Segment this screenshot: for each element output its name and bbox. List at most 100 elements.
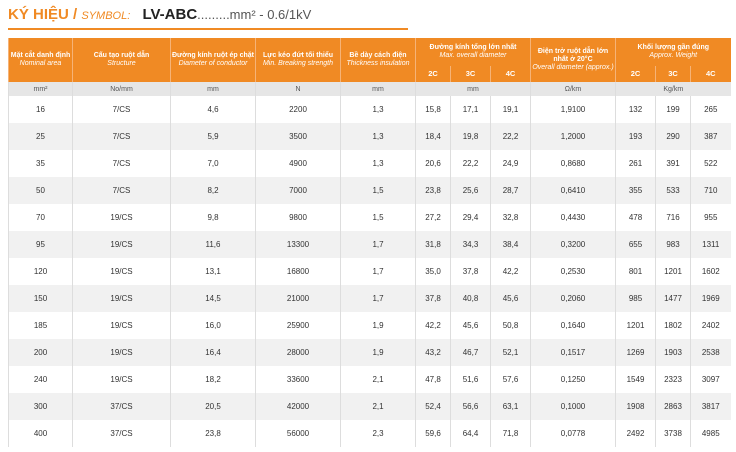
cell: 16,0 bbox=[170, 312, 256, 339]
cell: 8,2 bbox=[170, 177, 256, 204]
cell: 37,8 bbox=[415, 285, 451, 312]
cell: 37/CS bbox=[72, 393, 171, 420]
cell: 19/CS bbox=[72, 258, 171, 285]
data-row: 200 19/CS 16,4 28000 1,9 43,2 46,7 52,1 0,1517 12… bbox=[8, 339, 731, 366]
cell: 1,2000 bbox=[530, 123, 616, 150]
cell: 7000 bbox=[255, 177, 341, 204]
cell: 716 bbox=[655, 204, 691, 231]
cell: 983 bbox=[655, 231, 691, 258]
cell: 95 bbox=[8, 231, 73, 258]
cell: 9,8 bbox=[170, 204, 256, 231]
unit-cell: mm bbox=[170, 82, 256, 96]
unit-cell: Ω/km bbox=[530, 82, 616, 96]
cell: 37,8 bbox=[450, 258, 491, 285]
cell: 4985 bbox=[689, 420, 731, 447]
header-vi: Mặt cắt danh định bbox=[10, 52, 71, 59]
cell: 2538 bbox=[689, 339, 731, 366]
cell: 19,1 bbox=[490, 96, 531, 123]
cell: 57,6 bbox=[490, 366, 531, 393]
cell: 1477 bbox=[655, 285, 691, 312]
cell: 18,2 bbox=[170, 366, 256, 393]
cell: 120 bbox=[8, 258, 73, 285]
cell: 1549 bbox=[615, 366, 656, 393]
cell: 200 bbox=[8, 339, 73, 366]
cell: 265 bbox=[689, 96, 731, 123]
cell: 150 bbox=[8, 285, 73, 312]
cell: 16,4 bbox=[170, 339, 256, 366]
cell: 7/CS bbox=[72, 150, 171, 177]
cell: 0,6410 bbox=[530, 177, 616, 204]
title-symbol: SYMBOL: bbox=[81, 10, 131, 22]
header-cell: Đường kính tổng lớn nhất Max. overall dia… bbox=[415, 38, 531, 66]
cell: 185 bbox=[8, 312, 73, 339]
cell: 1969 bbox=[689, 285, 731, 312]
cell: 15,8 bbox=[415, 96, 451, 123]
cell: 3738 bbox=[655, 420, 691, 447]
cell: 42000 bbox=[255, 393, 341, 420]
cell: 522 bbox=[689, 150, 731, 177]
cell: 52,1 bbox=[490, 339, 531, 366]
header-en: Structure bbox=[107, 60, 136, 67]
unit-cell: mm² bbox=[8, 82, 73, 96]
cell: 2323 bbox=[655, 366, 691, 393]
cell: 4900 bbox=[255, 150, 341, 177]
subheader-cell: 2C bbox=[615, 66, 656, 82]
cell: 1908 bbox=[615, 393, 656, 420]
cell: 1,5 bbox=[340, 177, 416, 204]
title-spec: .........mm² - 0.6/1kV bbox=[197, 7, 312, 22]
cell: 1,3 bbox=[340, 96, 416, 123]
cell: 40,8 bbox=[450, 285, 491, 312]
header-cell: Lực kéo đứt tối thiểu Min. Breaking stren… bbox=[255, 38, 341, 82]
cell: 1201 bbox=[615, 312, 656, 339]
cell: 46,7 bbox=[450, 339, 491, 366]
cell: 1602 bbox=[689, 258, 731, 285]
header-vi: Lực kéo đứt tối thiểu bbox=[262, 52, 334, 59]
cell: 710 bbox=[689, 177, 731, 204]
cell: 19/CS bbox=[72, 231, 171, 258]
header-vi: Đường kính ruột ép chặt bbox=[172, 52, 254, 59]
header-cell: Cấu tạo ruột dẫn Structure bbox=[72, 38, 171, 82]
cell: 56000 bbox=[255, 420, 341, 447]
cell: 19,8 bbox=[450, 123, 491, 150]
cell: 71,8 bbox=[490, 420, 531, 447]
cell: 9800 bbox=[255, 204, 341, 231]
header-cell: Khối lượng gần đúng Approx. Weight bbox=[614, 38, 731, 66]
cell: 2402 bbox=[689, 312, 731, 339]
cell: 43,2 bbox=[415, 339, 451, 366]
cell: 32,8 bbox=[490, 204, 531, 231]
cell: 50,8 bbox=[490, 312, 531, 339]
cell: 4,6 bbox=[170, 96, 256, 123]
cell: 23,8 bbox=[415, 177, 451, 204]
cell: 37/CS bbox=[72, 420, 171, 447]
cell: 42,2 bbox=[490, 258, 531, 285]
unit-cell: mm bbox=[340, 82, 416, 96]
cell: 11,6 bbox=[170, 231, 256, 258]
cell: 1,3 bbox=[340, 123, 416, 150]
cell: 23,8 bbox=[170, 420, 256, 447]
title-code: LV-ABC bbox=[142, 6, 198, 23]
cell: 56,6 bbox=[450, 393, 491, 420]
cell: 7/CS bbox=[72, 177, 171, 204]
cell: 24,9 bbox=[490, 150, 531, 177]
cell: 985 bbox=[615, 285, 656, 312]
cell: 2863 bbox=[655, 393, 691, 420]
cell: 391 bbox=[655, 150, 691, 177]
cell: 47,8 bbox=[415, 366, 451, 393]
header-en: Min. Breaking strength bbox=[262, 60, 334, 67]
cell: 51,6 bbox=[450, 366, 491, 393]
cell: 0,0778 bbox=[530, 420, 616, 447]
header-en: Diameter of conductor bbox=[178, 60, 248, 67]
cell: 2200 bbox=[255, 96, 341, 123]
header-vi: Cấu tạo ruột dẫn bbox=[93, 52, 150, 59]
cell: 300 bbox=[8, 393, 73, 420]
cell: 1,7 bbox=[340, 231, 416, 258]
cell: 31,8 bbox=[415, 231, 451, 258]
cell: 29,4 bbox=[450, 204, 491, 231]
cell: 3500 bbox=[255, 123, 341, 150]
cell: 1903 bbox=[655, 339, 691, 366]
cell: 387 bbox=[689, 123, 731, 150]
cell: 19/CS bbox=[72, 285, 171, 312]
unit-cell: mm bbox=[415, 82, 531, 96]
cell: 27,2 bbox=[415, 204, 451, 231]
cell: 34,3 bbox=[450, 231, 491, 258]
